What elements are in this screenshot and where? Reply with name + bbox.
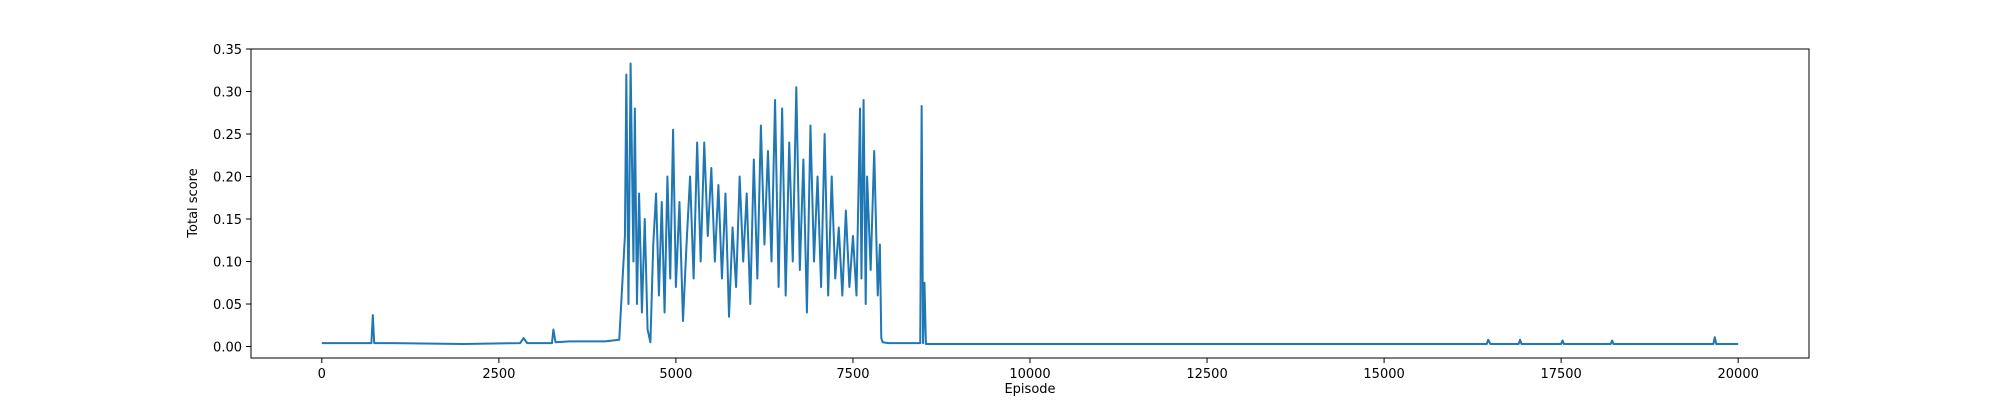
x-tick-label: 10000 — [1009, 367, 1050, 382]
y-tick-label: 0.25 — [213, 128, 242, 143]
y-tick-label: 0.05 — [213, 298, 242, 313]
plot-frame — [250, 48, 1810, 359]
x-tick-label: 20000 — [1718, 367, 1759, 382]
x-tick-label: 7500 — [836, 367, 869, 382]
y-tick-label: 0.35 — [213, 43, 242, 58]
y-tick-label: 0.00 — [213, 341, 242, 356]
y-tick-label: 0.15 — [213, 213, 242, 228]
y-tick-label: 0.30 — [213, 86, 242, 101]
x-tick-label: 0 — [318, 367, 326, 382]
x-tick-label: 17500 — [1540, 367, 1581, 382]
y-tick-label: 0.10 — [213, 256, 242, 271]
line-series — [321, 62, 1739, 345]
x-tick-label: 15000 — [1363, 367, 1404, 382]
x-tick-label: 2500 — [482, 367, 515, 382]
x-axis-label: Episode — [1004, 382, 1055, 397]
y-tick-label: 0.20 — [213, 171, 242, 186]
x-tick-label: 12500 — [1186, 367, 1227, 382]
y-axis-label: Total score — [186, 168, 201, 238]
x-tick-label: 5000 — [659, 367, 692, 382]
